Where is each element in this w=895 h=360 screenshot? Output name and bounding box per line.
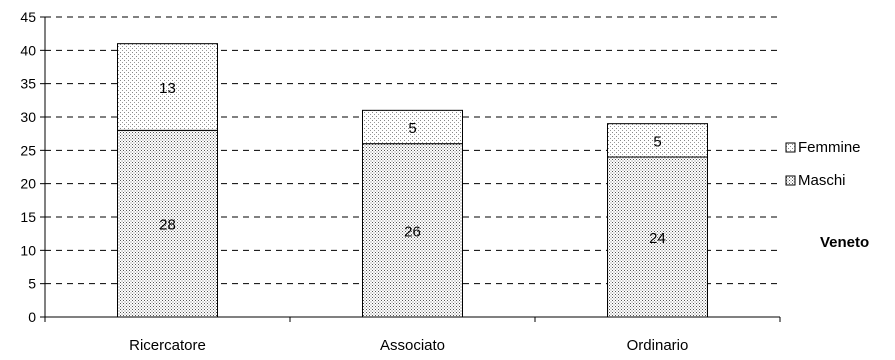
y-tick-label: 30: [20, 109, 36, 125]
y-tick-label: 45: [20, 9, 36, 25]
x-tick-label: Ordinario: [627, 337, 689, 354]
data-label-femmine: 5: [653, 133, 661, 150]
y-tick-label: 40: [20, 42, 36, 58]
legend-label-femmine: Femmine: [798, 139, 861, 156]
data-label-femmine: 13: [159, 80, 176, 97]
axes: 0 5 10 15 20 25 30 35 40 45 Ricercatore Associato Or…: [20, 9, 781, 354]
y-tick-label: 20: [20, 176, 36, 192]
data-label-maschi: 26: [404, 223, 421, 240]
x-tick-label: Associato: [380, 337, 445, 354]
y-tick-label: 5: [28, 276, 36, 292]
legend-swatch-femmine: [785, 142, 796, 153]
bars: [117, 43, 708, 318]
y-tick-label: 0: [28, 309, 36, 325]
bar-femmine-ordinario: [607, 123, 708, 158]
y-tick-label: 10: [20, 242, 36, 258]
y-tick-label: 15: [20, 209, 36, 225]
legend-swatch-maschi: [785, 175, 796, 186]
legend: Femmine Maschi: [785, 139, 861, 189]
bar-femmine-ricercatore: [117, 43, 218, 131]
legend-label-maschi: Maschi: [798, 172, 846, 189]
data-label-maschi: 24: [649, 230, 666, 247]
bar-femmine-associato: [362, 109, 463, 145]
data-label-femmine: 5: [408, 120, 416, 137]
bar-maschi-associato: [362, 143, 463, 318]
y-tick-label: 25: [20, 142, 36, 158]
bar-maschi-ordinario: [607, 156, 708, 318]
region-annotation: Veneto: [820, 234, 869, 251]
y-tick-label: 35: [20, 76, 36, 92]
data-labels: 28 13 26 5 24 5: [159, 80, 666, 247]
data-label-maschi: 28: [159, 217, 176, 234]
x-tick-label: Ricercatore: [129, 337, 206, 354]
